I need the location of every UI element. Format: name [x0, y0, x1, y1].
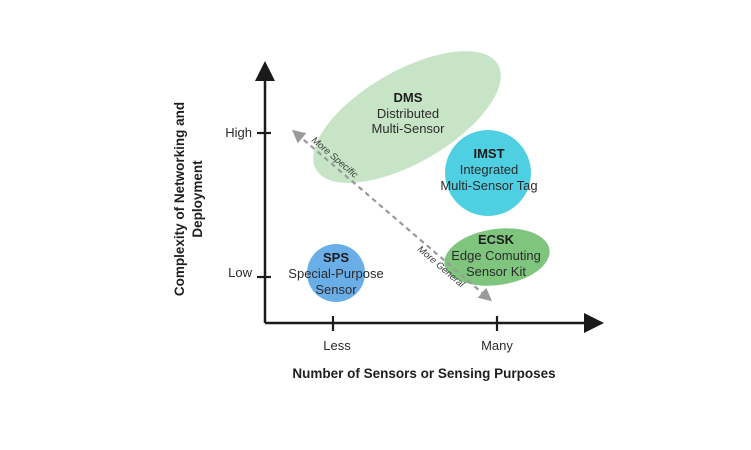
y-axis-title-line2: Deployment — [190, 160, 205, 238]
ecsk-line1: Edge Comuting — [451, 248, 541, 263]
imst-abbr: IMST — [473, 146, 504, 161]
specificity-arrow — [291, 129, 493, 302]
x-tick-label-many: Many — [481, 338, 513, 353]
sps-line1: Special-Purpose — [288, 266, 383, 281]
dms-line2: Multi-Sensor — [372, 121, 446, 136]
y-tick-label-high: High — [225, 125, 252, 140]
dms-abbr: DMS — [394, 90, 423, 105]
x-axis-title: Number of Sensors or Sensing Purposes — [292, 366, 555, 381]
ecsk-abbr: ECSK — [478, 232, 515, 247]
y-axis-title-line1: Complexity of Networking and — [172, 102, 187, 296]
ecsk-line2: Sensor Kit — [466, 264, 526, 279]
dms-line1: Distributed — [377, 106, 439, 121]
imst-line1: Integrated — [460, 162, 519, 177]
sps-abbr: SPS — [323, 250, 349, 265]
sps-line2: Sensor — [315, 282, 357, 297]
imst-line2: Multi-Sensor Tag — [440, 178, 537, 193]
y-tick-label-low: Low — [228, 265, 252, 280]
x-tick-label-less: Less — [323, 338, 351, 353]
